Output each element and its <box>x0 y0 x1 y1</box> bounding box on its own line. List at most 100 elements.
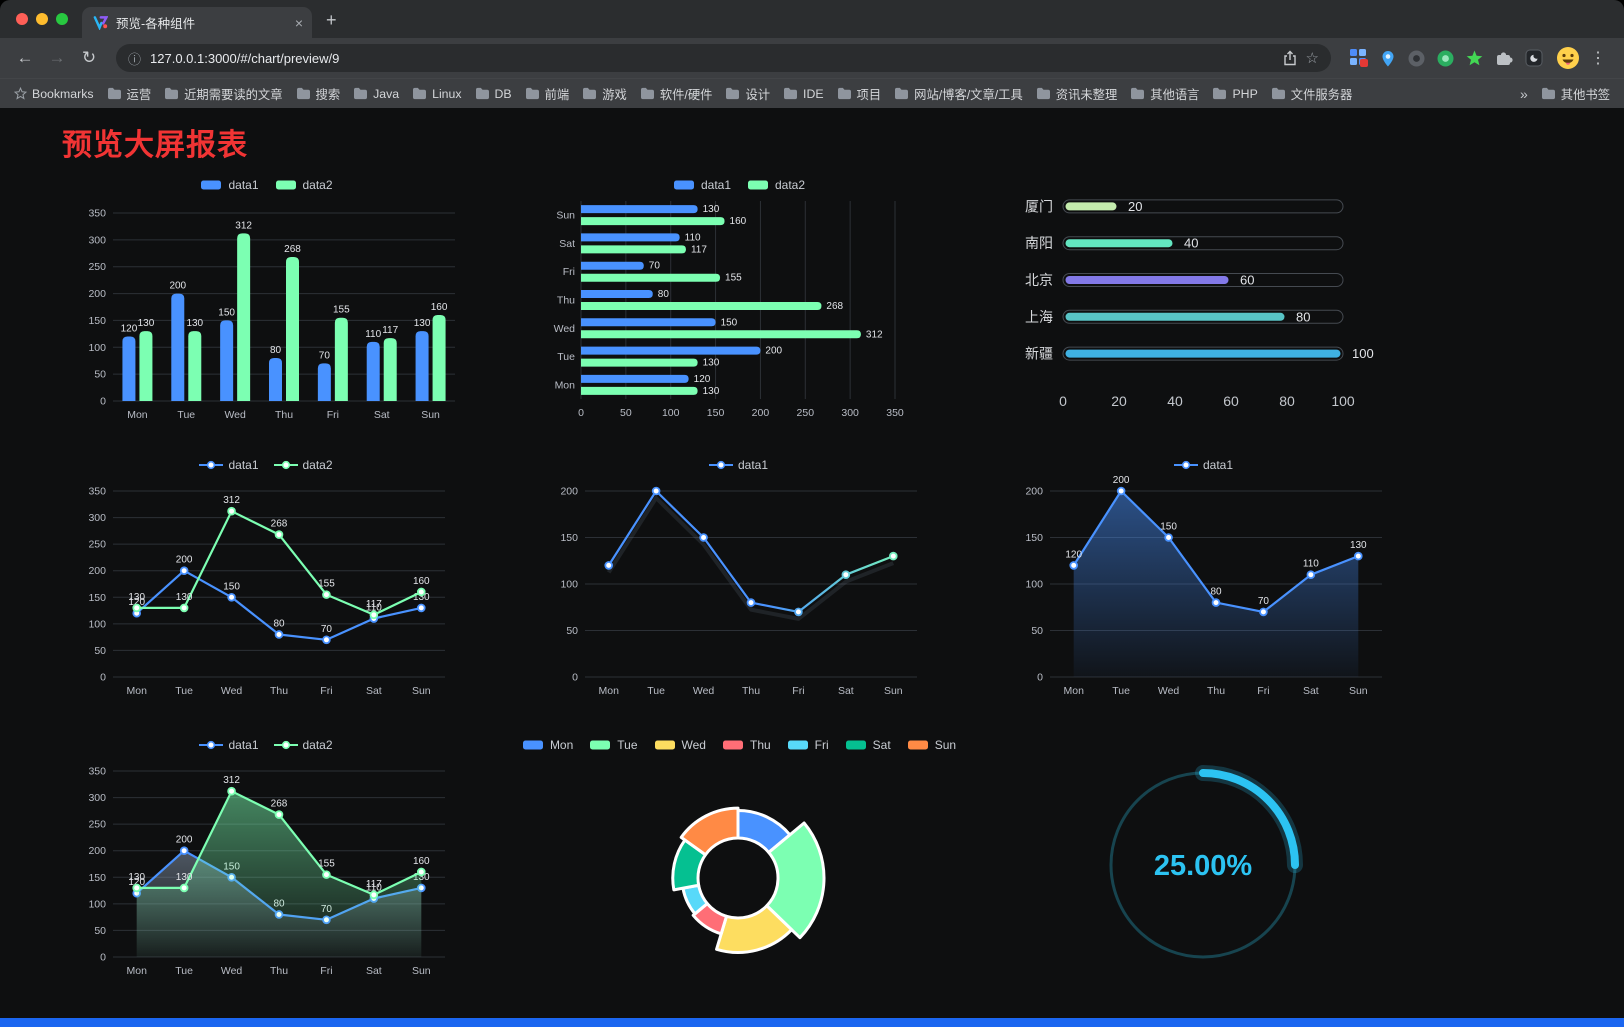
chart-multi-line-area: data1 data2 0 50 100 150 200 250 300 350 Mon Tue Wed… <box>28 730 503 998</box>
svg-text:Thu: Thu <box>1207 685 1225 697</box>
svg-text:80: 80 <box>658 289 670 300</box>
bookmark-label: Linux <box>432 86 462 101</box>
new-tab-button[interactable]: + <box>326 10 337 30</box>
legend-item[interactable]: Tue <box>587 738 638 752</box>
svg-text:268: 268 <box>826 301 843 312</box>
bookmarks-manager-item[interactable]: Bookmarks <box>14 87 94 101</box>
svg-text:160: 160 <box>412 856 429 867</box>
bookmark-item[interactable]: 资讯未整理 <box>1036 85 1117 103</box>
share-icon[interactable] <box>1283 50 1297 66</box>
bookmark-item[interactable]: 近期需要读的文章 <box>164 85 283 103</box>
bookmark-label: 游戏 <box>602 87 627 102</box>
bookmark-label: 设计 <box>745 87 771 102</box>
legend-item[interactable]: data1 <box>1173 458 1233 472</box>
svg-text:100: 100 <box>1025 579 1043 591</box>
bookmarks-overflow-chevron[interactable]: » <box>1520 85 1528 102</box>
green-circle-extension-icon[interactable] <box>1436 49 1455 68</box>
legend-item[interactable]: Wed <box>652 738 706 752</box>
svg-text:200: 200 <box>169 281 186 292</box>
svg-text:130: 130 <box>175 592 192 603</box>
bookmark-item[interactable]: 文件服务器 <box>1271 85 1352 103</box>
bookmark-item[interactable]: 软件/硬件 <box>640 85 712 103</box>
svg-text:50: 50 <box>94 369 106 381</box>
svg-text:Sun: Sun <box>556 210 575 222</box>
legend-label: Fri <box>814 738 829 752</box>
bookmark-item[interactable]: 项目 <box>837 85 881 103</box>
bookmark-item[interactable]: 运营 <box>107 85 151 103</box>
legend-marker-icon <box>654 740 675 750</box>
bookmark-item[interactable]: PHP <box>1212 85 1258 103</box>
legend-item[interactable]: data1 <box>198 458 259 472</box>
bookmark-item[interactable]: 游戏 <box>582 85 627 103</box>
svg-text:80: 80 <box>1279 393 1295 409</box>
bookmark-item[interactable]: 搜索 <box>296 85 341 103</box>
legend-item[interactable]: Thu <box>720 738 771 752</box>
close-window-button[interactable] <box>16 13 28 25</box>
profile-avatar[interactable] <box>1556 46 1580 70</box>
svg-text:130: 130 <box>412 872 429 883</box>
legend-item[interactable]: data2 <box>273 738 333 752</box>
green-star-extension-icon[interactable] <box>1465 49 1484 68</box>
gray-circle-extension-icon[interactable] <box>1407 49 1426 68</box>
svg-text:0: 0 <box>1037 672 1043 684</box>
bookmark-star-icon[interactable]: ☆ <box>1305 50 1319 67</box>
legend-label: data1 <box>700 178 731 192</box>
svg-text:80: 80 <box>269 345 281 356</box>
page-info-icon[interactable]: ⓘ <box>128 51 142 67</box>
legend-item[interactable]: data2 <box>273 178 333 192</box>
svg-text:Mon: Mon <box>598 685 619 697</box>
svg-text:Sat: Sat <box>559 238 575 250</box>
legend-item[interactable]: Mon <box>520 738 573 752</box>
chart-canvas-multi-line-area: 0 50 100 150 200 250 300 350 Mon Tue Wed Thu Fri Sat S… <box>88 766 445 977</box>
pin-extension-icon[interactable] <box>1379 49 1397 68</box>
bookmark-item[interactable]: 网站/博客/文章/工具 <box>894 85 1023 103</box>
back-button[interactable]: ← <box>16 48 34 67</box>
minimize-window-button[interactable] <box>36 13 48 25</box>
folder-icon <box>784 87 798 100</box>
legend-marker-icon <box>845 740 866 750</box>
bookmark-item[interactable]: 前端 <box>525 85 569 103</box>
bookmark-label: 搜索 <box>315 87 341 102</box>
other-bookmarks-folder[interactable]: 其他书签 <box>1541 85 1610 103</box>
legend-item[interactable]: Sun <box>905 738 956 752</box>
bookmark-item[interactable]: 设计 <box>725 85 770 103</box>
legend-label: data1 <box>228 738 259 752</box>
forward-button[interactable]: → <box>48 48 66 67</box>
legend-item[interactable]: data2 <box>745 178 805 192</box>
svg-text:Thu: Thu <box>557 295 575 307</box>
folder-icon <box>583 87 597 100</box>
legend-item[interactable]: Sat <box>843 738 891 752</box>
tab-close-icon[interactable]: × <box>294 14 303 31</box>
chart-canvas-multi-line: 0 50 100 150 200 250 300 350 Mon Tue Wed Thu Fri Sat S… <box>88 486 445 697</box>
bookmark-item[interactable]: IDE <box>783 85 824 103</box>
fullscreen-window-button[interactable] <box>56 13 68 25</box>
legend-label: Mon <box>549 738 574 752</box>
legend-item[interactable]: data2 <box>273 458 333 472</box>
address-bar[interactable]: ⓘ 127.0.0.1:3000/#/chart/preview/9 ☆ <box>116 44 1331 72</box>
bookmark-item[interactable]: DB <box>475 85 512 103</box>
svg-text:Fri: Fri <box>792 685 804 697</box>
bookmark-item[interactable]: 其他语言 <box>1130 85 1199 103</box>
svg-text:Mon: Mon <box>555 379 576 391</box>
legend-label: Sat <box>872 738 891 752</box>
svg-text:Mon: Mon <box>126 965 147 977</box>
legend-item[interactable]: data1 <box>198 738 259 752</box>
legend-marker-icon <box>273 460 298 470</box>
dark-mode-extension-icon[interactable] <box>1524 48 1544 68</box>
puzzle-extensions-icon[interactable] <box>1494 48 1514 68</box>
svg-text:200: 200 <box>175 835 192 846</box>
browser-tab[interactable]: 预览-各种组件 × <box>82 7 312 38</box>
legend-item[interactable]: data1 <box>671 178 731 192</box>
grid-extension-icon[interactable] <box>1349 48 1369 68</box>
bookmark-item[interactable]: Java <box>353 85 399 103</box>
svg-text:0: 0 <box>100 952 106 964</box>
legend-marker-icon <box>199 460 224 470</box>
svg-text:160: 160 <box>730 216 747 227</box>
legend-item[interactable]: Fri <box>785 738 829 752</box>
reload-button[interactable]: ↻ <box>81 48 97 67</box>
legend-item[interactable]: data1 <box>198 178 259 192</box>
legend-item[interactable]: data1 <box>708 458 768 472</box>
browser-menu-icon[interactable]: ⋮ <box>1590 50 1606 67</box>
bookmark-item[interactable]: Linux <box>412 85 462 103</box>
